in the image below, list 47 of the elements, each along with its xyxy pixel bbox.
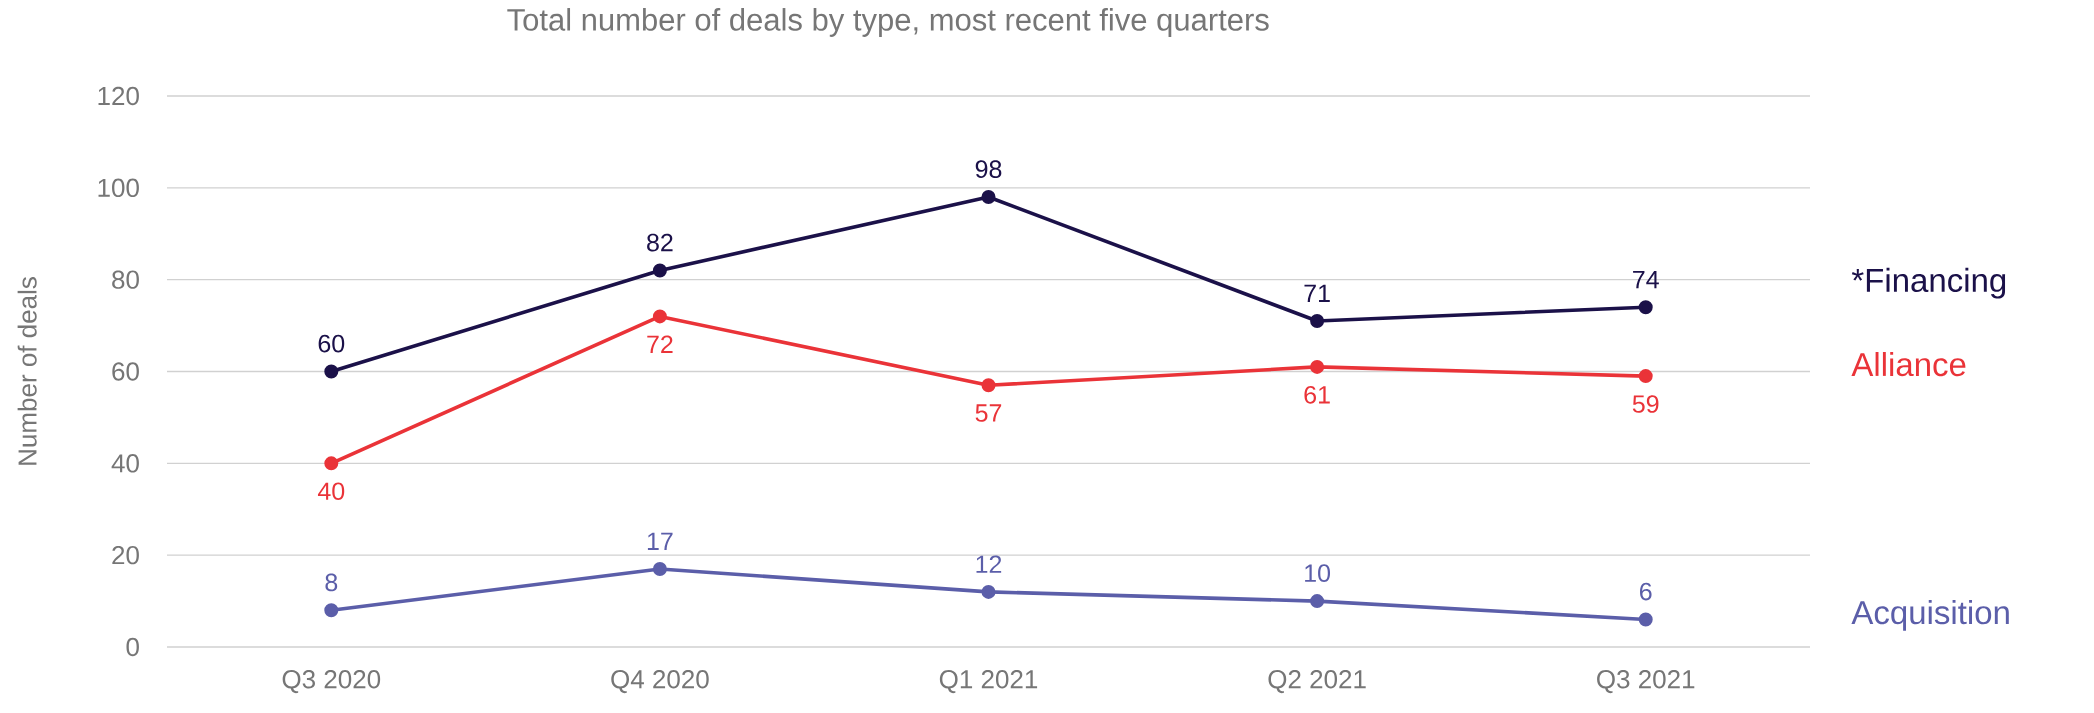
data-label: 10 xyxy=(1305,564,1331,583)
y-tick-label: 80 xyxy=(112,270,139,289)
data-label: 17 xyxy=(647,532,673,550)
text: *Financing xyxy=(1851,267,2006,299)
data-label: 60 xyxy=(318,334,345,353)
point xyxy=(324,603,339,618)
data-label: 59 xyxy=(1632,395,1659,413)
data-label: 40 xyxy=(317,482,345,501)
data-label: 8 xyxy=(325,573,338,592)
y-tick-label: 100 xyxy=(98,178,139,198)
point xyxy=(652,561,667,576)
y-tick-label: 60 xyxy=(112,362,139,381)
data-label: 71 xyxy=(1304,284,1330,302)
data-label: 6 xyxy=(1640,582,1652,601)
data-label: 57 xyxy=(975,404,1002,422)
data-label: 74 xyxy=(1633,270,1659,289)
text: Alliance xyxy=(1851,351,1966,377)
y-tick-label: 120 xyxy=(98,86,139,106)
point xyxy=(324,364,339,379)
text: Acquisition xyxy=(1851,600,2009,631)
point xyxy=(652,309,667,324)
point xyxy=(652,263,667,278)
data-label: 12 xyxy=(976,555,1002,573)
x-tick-label: Q3 2021 xyxy=(1597,670,1695,694)
x-tick-label: Q4 2020 xyxy=(611,670,709,694)
point xyxy=(981,584,996,599)
y-tick-label: 20 xyxy=(112,545,139,565)
data-label: 98 xyxy=(975,160,1002,178)
point xyxy=(981,378,996,393)
y-tick-label: 0 xyxy=(126,637,139,657)
point xyxy=(324,456,339,471)
chart-title: Total number of deals by type, most recent five quarters xyxy=(507,8,1269,37)
y-axis-title: Number of deals xyxy=(17,277,37,465)
y-tick-label: 40 xyxy=(111,454,139,473)
point xyxy=(1638,369,1653,384)
data-label: 61 xyxy=(1304,385,1330,404)
x-tick-label: Q1 2021 xyxy=(939,670,1038,694)
point xyxy=(981,190,996,205)
point xyxy=(1638,612,1653,627)
point xyxy=(1310,313,1325,328)
point xyxy=(1310,594,1325,609)
data-label: 72 xyxy=(647,335,673,353)
point xyxy=(1310,359,1325,374)
x-tick-label: Q3 2020 xyxy=(282,670,381,694)
x-tick-label: Q2 2021 xyxy=(1268,670,1366,694)
point xyxy=(1638,300,1653,315)
data-label: 82 xyxy=(647,233,673,252)
